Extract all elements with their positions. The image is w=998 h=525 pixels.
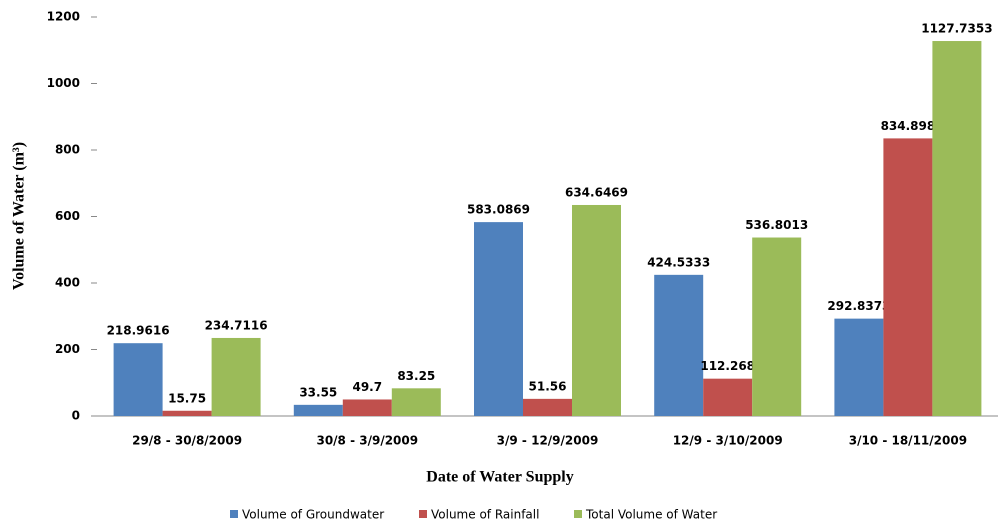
value-label: 33.55	[299, 385, 337, 399]
bar	[211, 337, 261, 416]
bar	[342, 399, 392, 416]
value-label: 536.8013	[745, 218, 808, 232]
bar	[752, 237, 802, 416]
bar	[703, 378, 753, 416]
value-label: 634.6469	[565, 185, 628, 199]
value-label: 1127.7353	[921, 22, 992, 36]
x-tick-label: 30/8 - 3/9/2009	[316, 434, 418, 448]
value-label: 234.7116	[205, 318, 268, 332]
value-label: 834.898	[881, 119, 936, 133]
bar	[883, 138, 933, 416]
bar	[162, 410, 212, 416]
value-label: 15.75	[168, 391, 206, 405]
legend-label: Total Volume of Water	[585, 508, 717, 522]
value-label: 424.5333	[647, 255, 710, 269]
y-axis-title: Volume of Water (m³)	[11, 142, 28, 290]
value-label: 218.9616	[107, 324, 170, 338]
legend-label: Volume of Rainfall	[431, 508, 539, 522]
legend-swatch	[230, 510, 238, 518]
y-tick-label: 1000	[47, 76, 80, 90]
x-tick-label: 29/8 - 30/8/2009	[132, 434, 242, 448]
bar	[391, 388, 441, 416]
x-axis-title: Date of Water Supply	[426, 469, 573, 486]
x-tick-label: 3/10 - 18/11/2009	[849, 434, 967, 448]
bar	[523, 398, 572, 416]
bar	[932, 41, 982, 416]
value-label: 583.0869	[467, 203, 530, 217]
bar	[654, 274, 704, 416]
bar	[474, 222, 523, 416]
x-tick-label: 12/9 - 3/10/2009	[673, 434, 783, 448]
y-tick-label: 800	[55, 143, 80, 157]
value-label: 112.268	[700, 359, 755, 373]
bar	[293, 404, 343, 416]
bar	[572, 204, 621, 416]
bar	[834, 318, 884, 416]
value-label: 292.8373	[827, 299, 890, 313]
y-tick-label: 400	[55, 276, 80, 290]
y-tick-label: 600	[55, 209, 80, 223]
x-tick-label: 3/9 - 12/9/2009	[497, 434, 599, 448]
y-tick-label: 0	[72, 409, 80, 423]
value-label: 51.56	[529, 379, 567, 393]
bar	[113, 343, 163, 416]
value-label: 83.25	[397, 369, 435, 383]
legend-swatch	[574, 510, 582, 518]
value-label: 49.7	[352, 380, 382, 394]
legend-swatch	[419, 510, 427, 518]
y-tick-label: 1200	[47, 10, 80, 24]
legend-label: Volume of Groundwater	[242, 508, 384, 522]
y-tick-label: 200	[55, 342, 80, 356]
